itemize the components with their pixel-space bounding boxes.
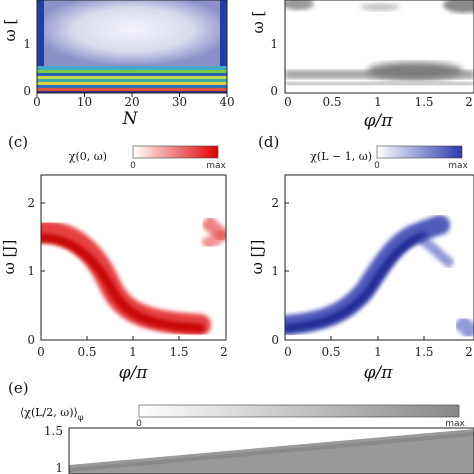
panel-c-colorbar-max: max — [206, 161, 226, 171]
panel-c-colorbar: χ(0, ω) 0 max — [69, 145, 226, 171]
panel-b-xtick-3: 1.5 — [414, 95, 433, 109]
panel-d-colorbar-min: 0 — [374, 161, 380, 171]
panel-b: 0 0.5 1 1.5 2 0 1 φ/π ω [ — [249, 0, 474, 131]
panel-d: (d) χ(L − 1, ω) 0 max 0 1 2 0 0.5 — [248, 133, 474, 383]
panel-a-xtick-1: 10 — [77, 95, 92, 109]
panel-d-xlabel: φ/π — [364, 363, 394, 383]
panel-b-ylabel: ω [ — [249, 11, 267, 34]
panel-d-xtick-1: 0.5 — [321, 345, 340, 359]
panel-b-xlabel: φ/π — [364, 111, 394, 131]
panel-b-ytick-1: 1 — [270, 37, 278, 51]
panel-e-colorbar-gradient — [138, 404, 460, 418]
panel-b-yticks: 0 1 — [270, 37, 278, 98]
panel-e-yticks: 1.5 1 — [44, 424, 63, 474]
panel-b-xtick-0: 0 — [284, 95, 292, 109]
panel-d-ytick-2: 2 — [271, 196, 279, 210]
panel-d-xtick-3: 1.5 — [414, 345, 433, 359]
panel-e-colorbar-label-main: ⟨χ(L/2, ω)⟩ — [20, 406, 78, 419]
panel-a: 0 10 20 30 40 0 1 N ω [ — [1, 0, 235, 129]
panel-d-ytick-0: 0 — [271, 333, 279, 347]
panel-c-ytick-1: 1 — [27, 264, 35, 278]
panel-b-ytick-0: 0 — [270, 84, 278, 98]
panel-c-label: (c) — [8, 133, 28, 151]
panel-c-xticks: 0 0.5 1 1.5 2 — [37, 336, 228, 359]
panel-b-heatmap — [285, 0, 474, 85]
panel-e-label: (e) — [8, 379, 29, 397]
panel-e: (e) ⟨χ(L/2, ω)⟩φ 0 max 1.5 1 — [8, 379, 474, 474]
panel-d-xtick-2: 1 — [374, 345, 382, 359]
panel-d-heatmap — [285, 215, 474, 340]
panel-a-ytick-1: 1 — [23, 37, 31, 51]
panel-a-yticks: 0 1 — [23, 37, 31, 98]
panel-a-xtick-4: 40 — [219, 95, 234, 109]
panel-c-colorbar-min: 0 — [130, 161, 136, 171]
panel-a-heatmap — [36, 0, 228, 94]
panel-a-xticks: 0 10 20 30 40 — [33, 93, 235, 109]
panel-c-xlabel: φ/π — [119, 363, 149, 383]
panel-c: (c) χ(0, ω) 0 max 0 1 2 0 — [8, 133, 228, 383]
panel-c-colorbar-gradient — [132, 145, 219, 159]
panel-c-ytick-0: 0 — [27, 333, 35, 347]
panel-c-yticks: 0 1 2 — [27, 196, 45, 347]
panel-e-colorbar-max: max — [445, 419, 465, 429]
panel-d-xtick-4: 2 — [465, 345, 473, 359]
panel-a-xtick-0: 0 — [33, 95, 41, 109]
panel-e-ytick-1: 1 — [55, 461, 63, 474]
panel-e-colorbar: ⟨χ(L/2, ω)⟩φ 0 max — [20, 404, 465, 429]
panel-a-xtick-2: 20 — [124, 95, 139, 109]
panel-e-colorbar-min: 0 — [136, 419, 142, 429]
panel-c-heatmap — [41, 214, 226, 336]
panel-a-xlabel: N — [122, 109, 139, 129]
panel-d-xtick-0: 0 — [284, 345, 292, 359]
panel-b-xtick-2: 1 — [374, 95, 382, 109]
panel-d-ytick-1: 1 — [271, 264, 279, 278]
panel-b-xtick-1: 0.5 — [322, 95, 341, 109]
panel-c-colorbar-label: χ(0, ω) — [69, 150, 107, 163]
panel-b-xticks: 0 0.5 1 1.5 2 — [284, 95, 473, 109]
panel-d-yticks: 0 1 2 — [271, 196, 289, 347]
panel-d-colorbar-label: χ(L − 1, ω) — [310, 150, 372, 163]
panel-e-colorbar-label-sub: φ — [78, 413, 84, 422]
panel-c-xtick-3: 1.5 — [169, 345, 188, 359]
panel-e-heatmap — [69, 429, 474, 474]
panel-e-colorbar-label: ⟨χ(L/2, ω)⟩φ — [20, 406, 84, 422]
panel-b-xtick-4: 2 — [465, 95, 473, 109]
panel-c-ylabel: ω [J] — [0, 240, 18, 275]
panel-c-ytick-2: 2 — [27, 196, 35, 210]
panel-a-ytick-0: 0 — [23, 84, 31, 98]
panel-d-xticks: 0 0.5 1 1.5 2 — [284, 336, 473, 359]
panel-d-colorbar-max: max — [448, 161, 468, 171]
panel-c-xtick-1: 0.5 — [77, 345, 96, 359]
panel-a-xtick-3: 30 — [172, 95, 187, 109]
panel-d-colorbar: χ(L − 1, ω) 0 max — [310, 145, 468, 171]
panel-e-ytick-0: 1.5 — [44, 424, 63, 438]
panel-a-ylabel: ω [ — [1, 19, 19, 42]
panel-c-xtick-2: 1 — [129, 345, 137, 359]
panel-d-label: (d) — [258, 133, 279, 151]
panel-d-colorbar-gradient — [376, 145, 463, 159]
panel-d-ylabel: ω [J] — [248, 240, 266, 275]
panel-c-xtick-0: 0 — [37, 345, 45, 359]
panel-c-xtick-4: 2 — [220, 345, 228, 359]
